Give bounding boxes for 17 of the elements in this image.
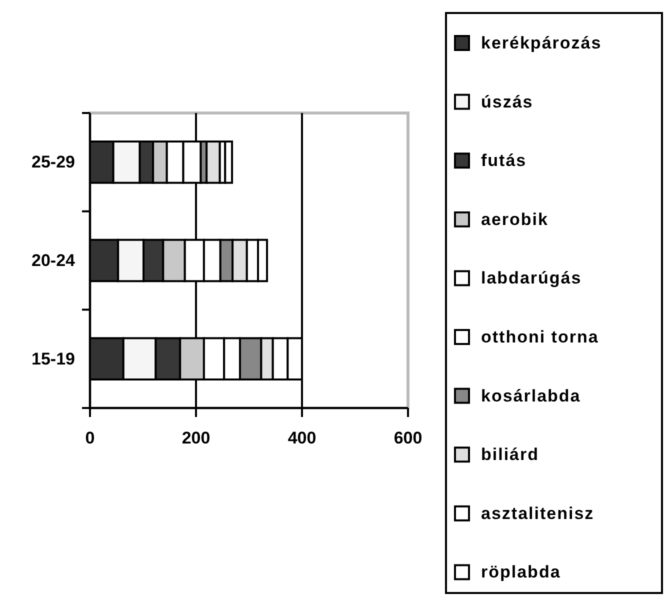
legend-label: labdarúgás [481,268,582,288]
legend-label: aerobik [481,210,548,229]
legend-label: úszás [481,92,534,112]
legend-label: asztalitenisz [481,504,594,523]
legend-label: futás [481,151,527,170]
x-tick-label: 400 [288,428,316,448]
y-tick-label: 15-19 [32,349,75,368]
legend-label: kosárlabda [481,386,581,406]
x-tick-label: 600 [394,428,422,448]
x-tick-label: 0 [85,428,95,448]
x-tick-label: 200 [182,428,210,448]
legend-label: röplabda [481,562,561,582]
y-tick-label: 20-24 [32,251,76,270]
legend-label: biliárd [481,445,540,464]
legend-label: otthoni torna [481,328,599,346]
y-tick-label: 25-29 [32,152,75,172]
legend-label: kerékpározás [481,34,602,52]
